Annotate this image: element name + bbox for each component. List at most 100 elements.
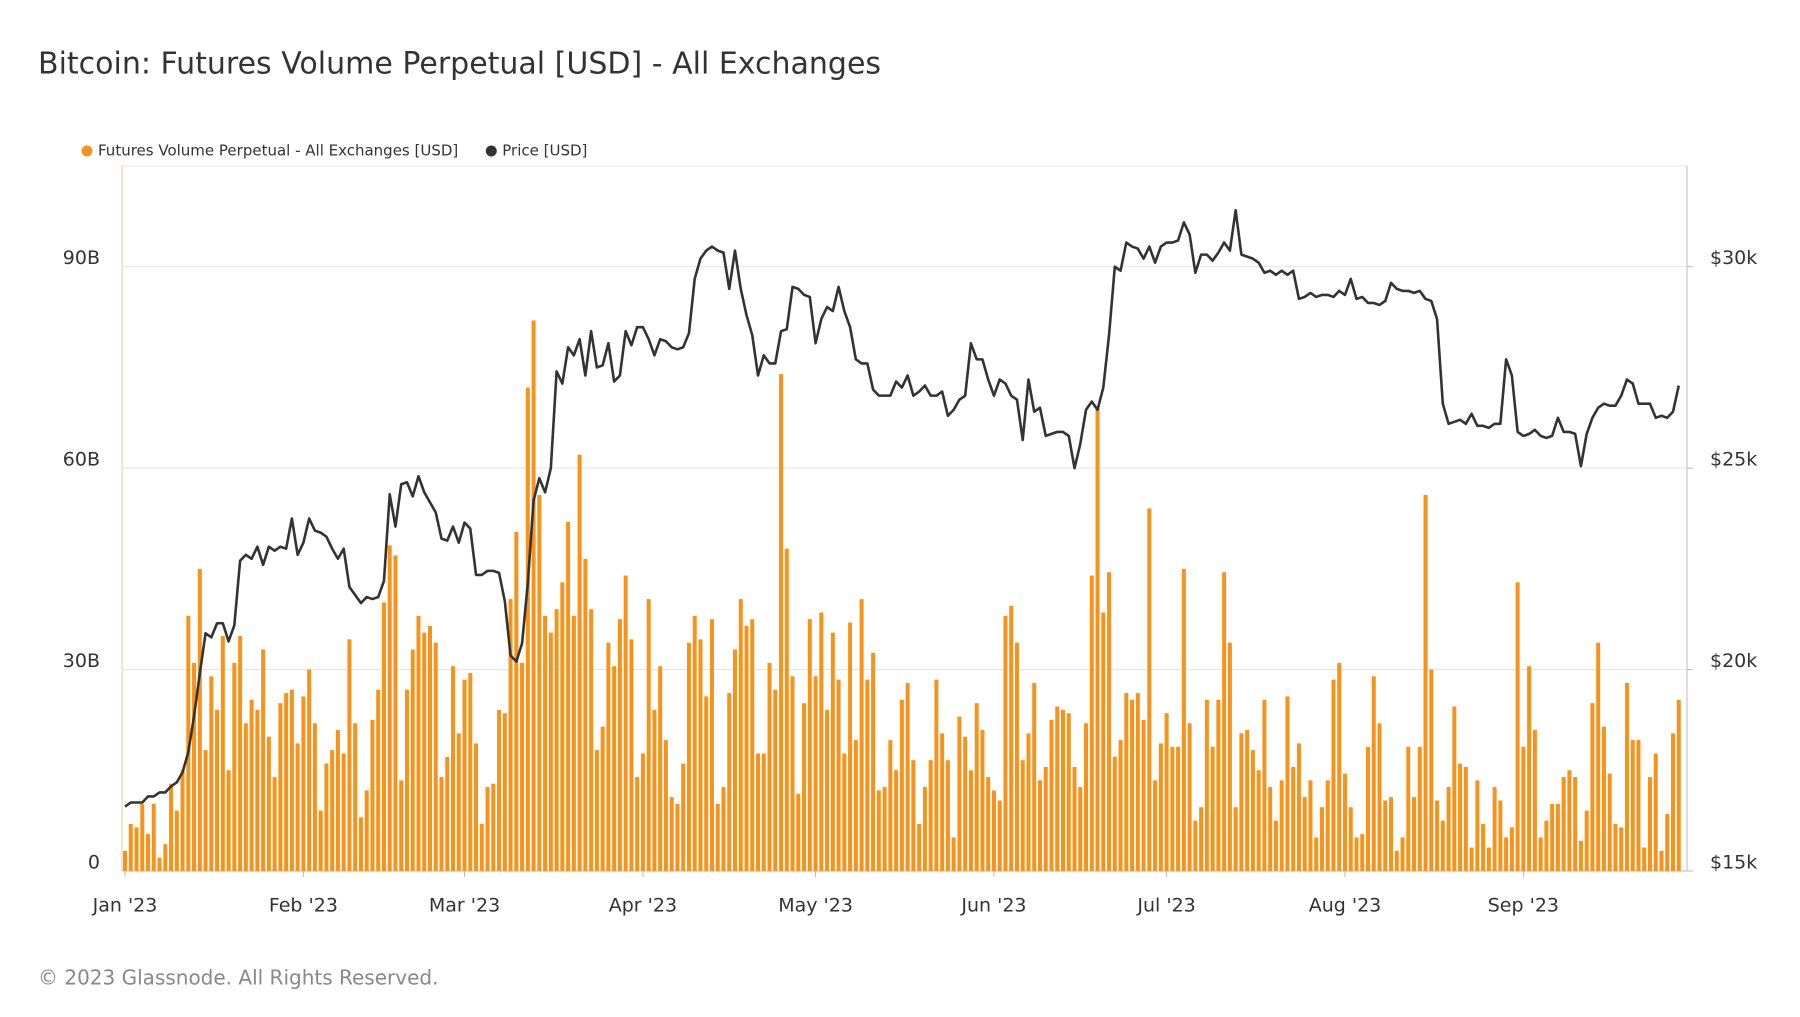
y2-tick-label: $25k (1710, 449, 1757, 471)
bar (796, 793, 801, 871)
bar (1550, 803, 1555, 871)
bar (577, 454, 582, 871)
bar (963, 736, 968, 871)
bar (1435, 800, 1440, 871)
bar (663, 740, 668, 871)
bar (1072, 766, 1077, 871)
bar (825, 709, 830, 871)
y-tick-label: 30B (63, 650, 100, 672)
bar (779, 374, 784, 871)
bar (802, 703, 807, 871)
bar (289, 689, 294, 871)
bar (1043, 766, 1048, 871)
x-tick-label: Jan '23 (92, 895, 158, 917)
bar (571, 615, 576, 871)
bar (1619, 827, 1624, 871)
bar (600, 726, 605, 871)
bar (1020, 760, 1025, 871)
bar (761, 753, 766, 871)
bar (1607, 773, 1612, 871)
bar (1515, 582, 1520, 871)
bar (1573, 777, 1578, 871)
bar (1458, 763, 1463, 871)
bar (140, 803, 145, 871)
bar (226, 770, 231, 871)
bar (1193, 820, 1198, 871)
bar (635, 777, 640, 871)
bar (1216, 699, 1221, 871)
bar (278, 703, 283, 871)
bar (1383, 800, 1388, 871)
bar (911, 760, 916, 871)
bar (1561, 777, 1566, 871)
bar (980, 730, 985, 871)
bar (830, 632, 835, 871)
bar (894, 770, 899, 871)
bar (859, 599, 864, 871)
bar (784, 548, 789, 871)
bar (876, 790, 881, 871)
bar (756, 753, 761, 871)
bar (1463, 766, 1468, 871)
bar (1291, 766, 1296, 871)
bar (520, 662, 525, 871)
bar (629, 639, 634, 871)
bar (1187, 723, 1192, 871)
bar (410, 649, 415, 871)
bar (1590, 703, 1595, 871)
bar (422, 632, 427, 871)
x-tick-label: Jun '23 (960, 895, 1026, 917)
bar (566, 521, 571, 871)
bar (1014, 642, 1019, 871)
bar (146, 834, 151, 871)
bar (180, 770, 185, 871)
bar (951, 837, 956, 871)
x-tick-label: Jul '23 (1136, 895, 1195, 917)
bar (1026, 733, 1031, 871)
bar (1342, 773, 1347, 871)
x-tick-label: May '23 (778, 895, 853, 917)
bar (790, 676, 795, 871)
bar (261, 649, 266, 871)
bar (888, 740, 893, 871)
bar (991, 790, 996, 871)
bar (1112, 756, 1117, 871)
bar (1250, 750, 1255, 871)
bar (249, 699, 254, 871)
bar (1107, 572, 1112, 871)
legend-marker (81, 145, 93, 157)
bar (606, 642, 611, 871)
bar (738, 599, 743, 871)
bar (917, 824, 922, 871)
bar (1147, 508, 1152, 871)
bar (1527, 666, 1532, 871)
bar (1624, 683, 1629, 871)
bar (1245, 730, 1250, 871)
bar (1124, 693, 1129, 871)
x-tick-label: Sep '23 (1488, 895, 1559, 917)
bar (934, 679, 939, 871)
bar (1181, 568, 1186, 871)
bar (554, 609, 559, 871)
y-tick-label: 0 (88, 852, 100, 874)
bar (1406, 746, 1411, 871)
bar (1158, 743, 1163, 871)
bar (727, 693, 732, 871)
bar (871, 652, 876, 871)
bar (1302, 797, 1307, 871)
bar (197, 568, 202, 871)
bar (1400, 837, 1405, 871)
bar (1227, 642, 1232, 871)
y-tick-label: 90B (63, 247, 100, 269)
bar (525, 387, 530, 871)
bar (1394, 850, 1399, 871)
bar (1584, 810, 1589, 871)
bar (456, 733, 461, 871)
bar (1665, 813, 1670, 871)
y2-tick-label: $15k (1710, 852, 1757, 874)
bar (439, 777, 444, 871)
bar (715, 803, 720, 871)
bar (669, 797, 674, 871)
bar (744, 625, 749, 871)
bar (284, 693, 289, 871)
